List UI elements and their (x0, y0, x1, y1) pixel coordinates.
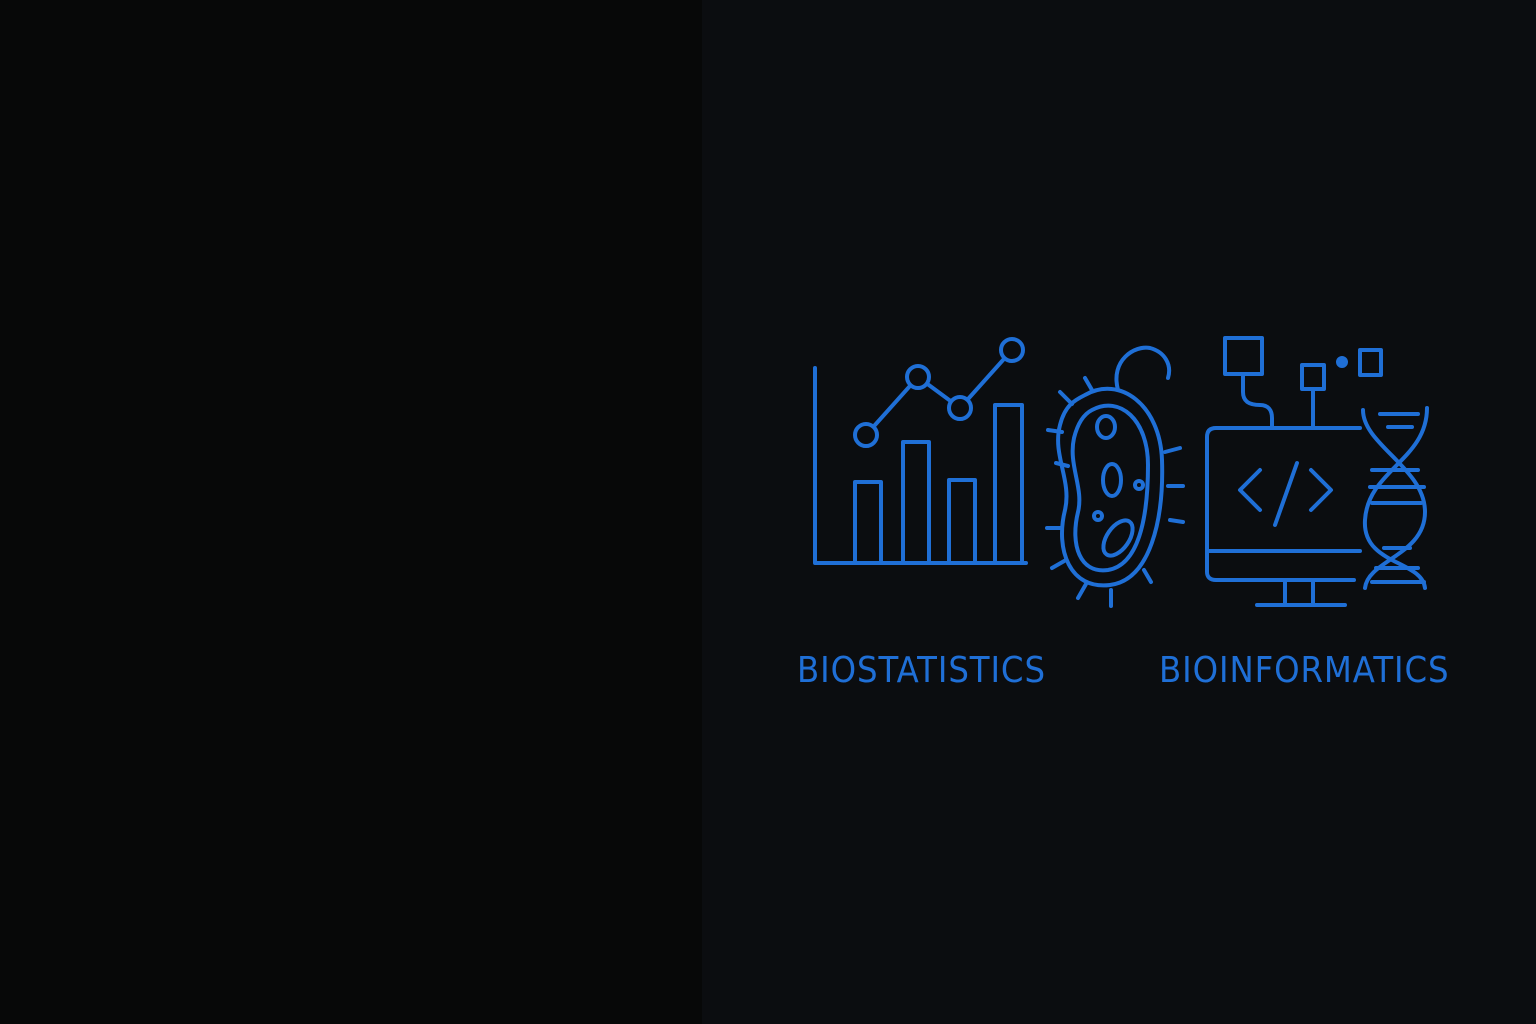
left-dark-panel (0, 0, 702, 1024)
dna-helix-icon (1361, 406, 1429, 590)
computer-code-icon (1205, 426, 1362, 607)
bar-line-chart-icon (813, 337, 1028, 565)
network-nodes-icon (1223, 336, 1383, 430)
bioinformatics-label: BIOINFORMATICS (1159, 650, 1450, 691)
right-dark-panel (702, 0, 1536, 1024)
bacterium-icon (1045, 345, 1185, 608)
biostatistics-label: BIOSTATISTICS (797, 650, 1046, 691)
